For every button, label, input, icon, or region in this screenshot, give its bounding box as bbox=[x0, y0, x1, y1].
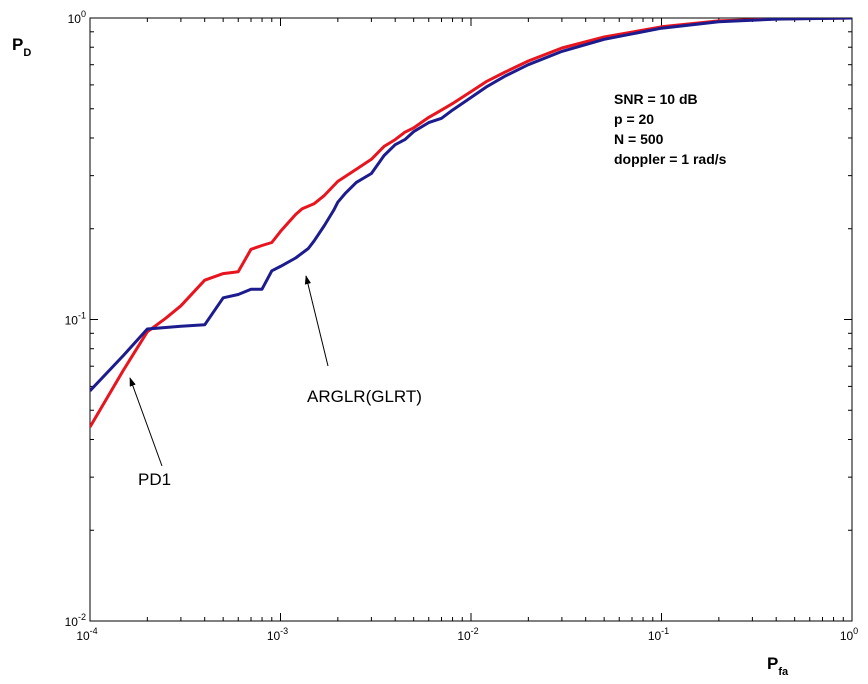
info-p: p = 20 bbox=[614, 111, 654, 127]
info-doppler: doppler = 1 rad/s bbox=[614, 151, 727, 167]
info-n: N = 500 bbox=[614, 131, 664, 147]
axis-ticks bbox=[89, 18, 852, 622]
y-tick-label: 10-1 bbox=[65, 311, 86, 328]
y-axis-title-sub: D bbox=[23, 47, 31, 59]
y-tick-label: 10-2 bbox=[65, 612, 86, 629]
series-line-pd1 bbox=[90, 18, 852, 428]
series-line-arglr bbox=[90, 18, 852, 392]
annotation-pd1: PD1 bbox=[138, 470, 171, 489]
x-axis-title-sub: fa bbox=[778, 666, 789, 678]
x-tick-label: 10-3 bbox=[267, 626, 288, 643]
tick-labels: 10-4 10-3 10-2 10-1 100 10-2 10-1 100 bbox=[65, 9, 859, 643]
y-tick-label: 100 bbox=[68, 9, 86, 26]
x-axis-title: Pfa bbox=[767, 654, 789, 678]
info-snr: SNR = 10 dB bbox=[614, 91, 698, 107]
y-axis-title: PD bbox=[12, 35, 31, 59]
x-tick-label: 10-4 bbox=[76, 626, 97, 643]
x-tick-label: 100 bbox=[840, 626, 858, 643]
annotation-arrow-pd1 bbox=[129, 377, 163, 467]
plot-frame bbox=[89, 17, 853, 622]
annotation-arrow-arglr bbox=[304, 275, 329, 367]
x-tick-label: 10-2 bbox=[457, 626, 478, 643]
x-axis-title-main: P bbox=[767, 654, 778, 673]
annotation-arglr: ARGLR(GLRT) bbox=[307, 387, 422, 406]
x-tick-label: 10-1 bbox=[648, 626, 669, 643]
y-axis-title-main: P bbox=[12, 35, 23, 54]
